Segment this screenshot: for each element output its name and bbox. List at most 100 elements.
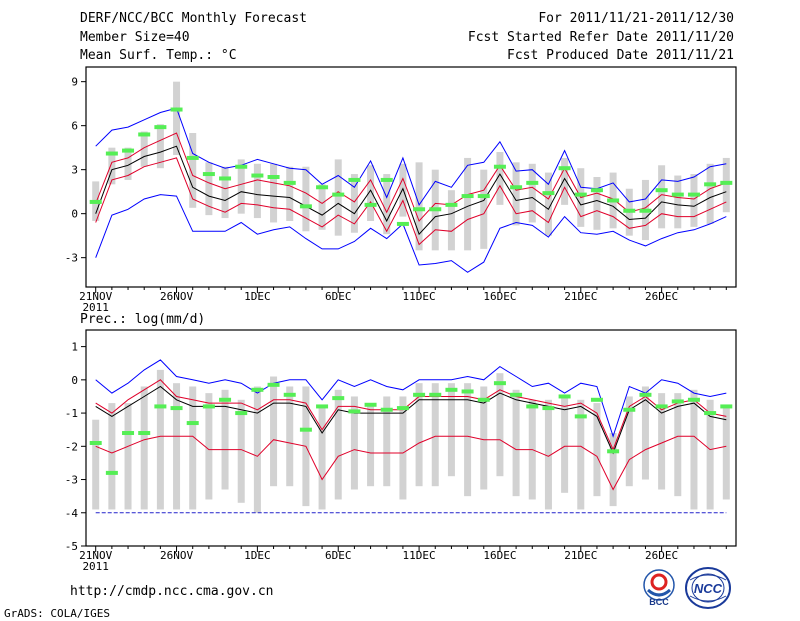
- prec-observed-mark: [251, 387, 264, 392]
- prec-ytick-label: 0: [71, 374, 78, 387]
- prec-observed-mark: [283, 392, 296, 397]
- prec-spread-box: [399, 396, 407, 500]
- temp-spread-box: [156, 124, 164, 169]
- prec-spread-box: [480, 386, 488, 490]
- temp-observed-mark: [574, 192, 587, 197]
- temp-observed-mark: [202, 172, 215, 177]
- temp-spread-box: [367, 165, 375, 221]
- prec-xtick-label: 26NOV: [160, 549, 193, 562]
- prec-spread-box: [205, 393, 213, 500]
- temp-observed-mark: [655, 188, 668, 193]
- temp-spread-box: [253, 163, 261, 219]
- prec-observed-mark: [704, 411, 717, 416]
- temp-ytick-label: 6: [71, 120, 78, 133]
- temp-ensemble-min-line: [95, 194, 727, 273]
- temp-spread-box: [561, 157, 569, 205]
- temp-spread-box: [318, 184, 326, 230]
- prec-observed-mark: [170, 406, 183, 411]
- prec-observed-mark: [105, 470, 118, 475]
- prec-ytick-label: -4: [65, 507, 79, 520]
- prec-spread-box: [415, 383, 423, 487]
- prec-spread-box: [641, 386, 649, 480]
- prec-spread-box: [270, 376, 278, 487]
- temp-spread-box: [173, 81, 181, 155]
- temp-ytick-label: -3: [65, 252, 78, 265]
- prec-ytick-label: -5: [65, 540, 78, 553]
- prec-spread-box: [189, 386, 197, 510]
- temp-spread-box: [124, 147, 132, 180]
- temp-observed-mark: [671, 192, 684, 197]
- precip-panel-title: Prec.: log(mm/d): [80, 312, 206, 327]
- prec-spread-box: [706, 399, 714, 510]
- prec-observed-mark: [332, 396, 345, 401]
- prec-observed-mark: [590, 397, 603, 402]
- prec-spread-box: [173, 383, 181, 510]
- temp-spread-box: [496, 152, 504, 205]
- temp-observed-mark: [170, 107, 183, 112]
- temp-observed-mark: [607, 198, 620, 203]
- prec-xtick-label: 11DEC: [403, 549, 436, 562]
- precipitation-panel: -5 -4 -3 -2 -1 0 1 21NOV 26NOV 1DEC 6DEC 11DEC 16DEC…: [65, 329, 737, 573]
- temp-spread-box: [350, 174, 358, 233]
- prec-spread-box: [237, 399, 245, 503]
- prec-spread-box: [350, 396, 358, 490]
- temp-observed-mark: [396, 221, 409, 226]
- temp-observed-mark: [332, 192, 345, 197]
- prec-spread-box: [512, 389, 520, 497]
- temp-observed-mark: [558, 166, 571, 171]
- prec-xtick-label: 1DEC: [244, 549, 271, 562]
- temp-ensemble-max-line: [95, 107, 727, 206]
- prec-observed-mark: [122, 431, 135, 436]
- temp-observed-mark: [219, 176, 232, 181]
- temp-spread-box: [593, 177, 601, 230]
- temp-observed-mark: [348, 177, 361, 182]
- temp-spread-box: [286, 166, 294, 221]
- temp-xtick-label: 16DEC: [483, 290, 516, 303]
- prec-spread-box: [92, 419, 100, 510]
- temp-xtick-label: 26NOV: [160, 290, 193, 303]
- temp-spread-box: [447, 190, 455, 251]
- temp-observed-mark: [510, 185, 523, 190]
- temp-observed-mark: [364, 202, 377, 207]
- temp-xtick-label: 21DEC: [564, 290, 597, 303]
- prec-observed-mark: [364, 402, 377, 407]
- temp-spread-box: [302, 166, 310, 232]
- prec-spread-box: [690, 389, 698, 510]
- prec-observed-mark: [316, 404, 329, 409]
- prec-ensemble-mean-line: [95, 385, 727, 455]
- footer-url: http://cmdp.ncc.cma.gov.cn: [70, 584, 274, 599]
- prec-observed-mark: [138, 431, 151, 436]
- temp-observed-mark: [429, 207, 442, 212]
- temp-spread-box: [415, 162, 423, 251]
- prec-spread-box: [447, 383, 455, 477]
- prec-observed-mark: [607, 449, 620, 454]
- prec-ytick-label: -3: [65, 474, 78, 487]
- prec-observed-mark: [186, 421, 199, 426]
- prec-observed-mark: [655, 404, 668, 409]
- bcc-logo-icon: BCC: [643, 569, 675, 607]
- temp-observed-mark: [138, 132, 151, 137]
- forecast-period-label: For 2011/11/21-2011/12/30: [538, 11, 734, 26]
- temp-observed-mark: [639, 208, 652, 213]
- temp-observed-mark: [122, 148, 135, 153]
- temp-spread-box: [205, 162, 213, 216]
- chart-title: DERF/NCC/BCC Monthly Forecast: [80, 11, 307, 26]
- prec-spread-box: [124, 403, 132, 510]
- temp-lower-spread-line: [95, 157, 727, 246]
- temp-spread-box: [237, 159, 245, 214]
- prec-observed-mark: [558, 394, 571, 399]
- temp-observed-mark: [413, 207, 426, 212]
- ncc-logo-text: NCC: [694, 581, 723, 596]
- prec-observed-mark: [299, 427, 312, 432]
- temp-observed-mark: [720, 180, 733, 185]
- temp-xtick-label: 21NOV: [79, 290, 112, 303]
- prec-spread-box: [561, 396, 569, 493]
- prec-observed-mark: [413, 392, 426, 397]
- temp-ytick-label: 0: [71, 208, 78, 221]
- prec-spread-box: [722, 406, 730, 500]
- temp-xtick-label: 26DEC: [645, 290, 678, 303]
- temp-ytick-label: 3: [71, 164, 78, 177]
- temp-spread-box: [722, 157, 730, 213]
- temp-observed-mark: [493, 164, 506, 169]
- temp-year-label: 2011: [82, 301, 109, 314]
